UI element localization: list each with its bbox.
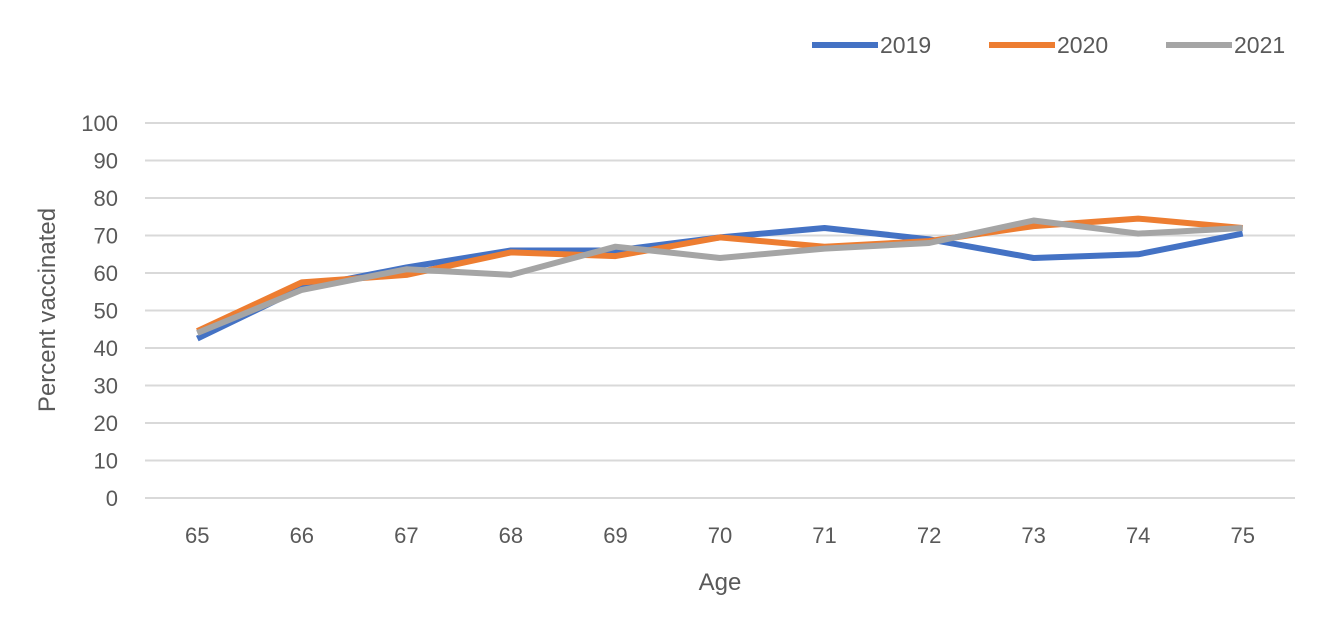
series-line-2019 — [195, 225, 1244, 342]
y-axis-ticks: 0 10 20 30 40 50 60 70 80 90 100 — [81, 111, 118, 511]
y-tick-label-40: 40 — [94, 336, 118, 361]
x-tick-label-69: 69 — [603, 523, 627, 548]
y-tick-label-0: 0 — [106, 486, 118, 511]
x-tick-label-73: 73 — [1021, 523, 1045, 548]
legend-label-2019: 2019 — [880, 32, 931, 58]
x-tick-label-70: 70 — [708, 523, 732, 548]
y-tick-label-100: 100 — [81, 111, 118, 136]
y-tick-label-80: 80 — [94, 186, 118, 211]
legend-label-2020: 2020 — [1057, 32, 1108, 58]
y-tick-label-60: 60 — [94, 261, 118, 286]
gridlines — [145, 122, 1295, 499]
y-tick-label-30: 30 — [94, 374, 118, 399]
legend: 2019 2020 2021 — [812, 32, 1285, 58]
y-tick-label-10: 10 — [94, 449, 118, 474]
x-tick-label-74: 74 — [1126, 523, 1150, 548]
x-tick-label-68: 68 — [499, 523, 523, 548]
y-tick-label-90: 90 — [94, 149, 118, 174]
x-tick-label-67: 67 — [394, 523, 418, 548]
y-axis-title: Percent vaccinated — [34, 208, 61, 412]
y-tick-label-50: 50 — [94, 299, 118, 324]
y-tick-label-20: 20 — [94, 411, 118, 436]
x-tick-label-72: 72 — [917, 523, 941, 548]
x-tick-label-71: 71 — [812, 523, 836, 548]
x-tick-label-66: 66 — [290, 523, 314, 548]
y-tick-label-70: 70 — [94, 224, 118, 249]
x-tick-label-75: 75 — [1230, 523, 1254, 548]
x-axis-title: Age — [699, 569, 742, 596]
series-lines — [195, 215, 1244, 342]
legend-label-2021: 2021 — [1234, 32, 1285, 58]
series-line-2021 — [196, 217, 1243, 336]
x-axis-ticks: 65 66 67 68 69 70 71 72 73 74 75 — [185, 523, 1255, 548]
x-tick-label-65: 65 — [185, 523, 209, 548]
